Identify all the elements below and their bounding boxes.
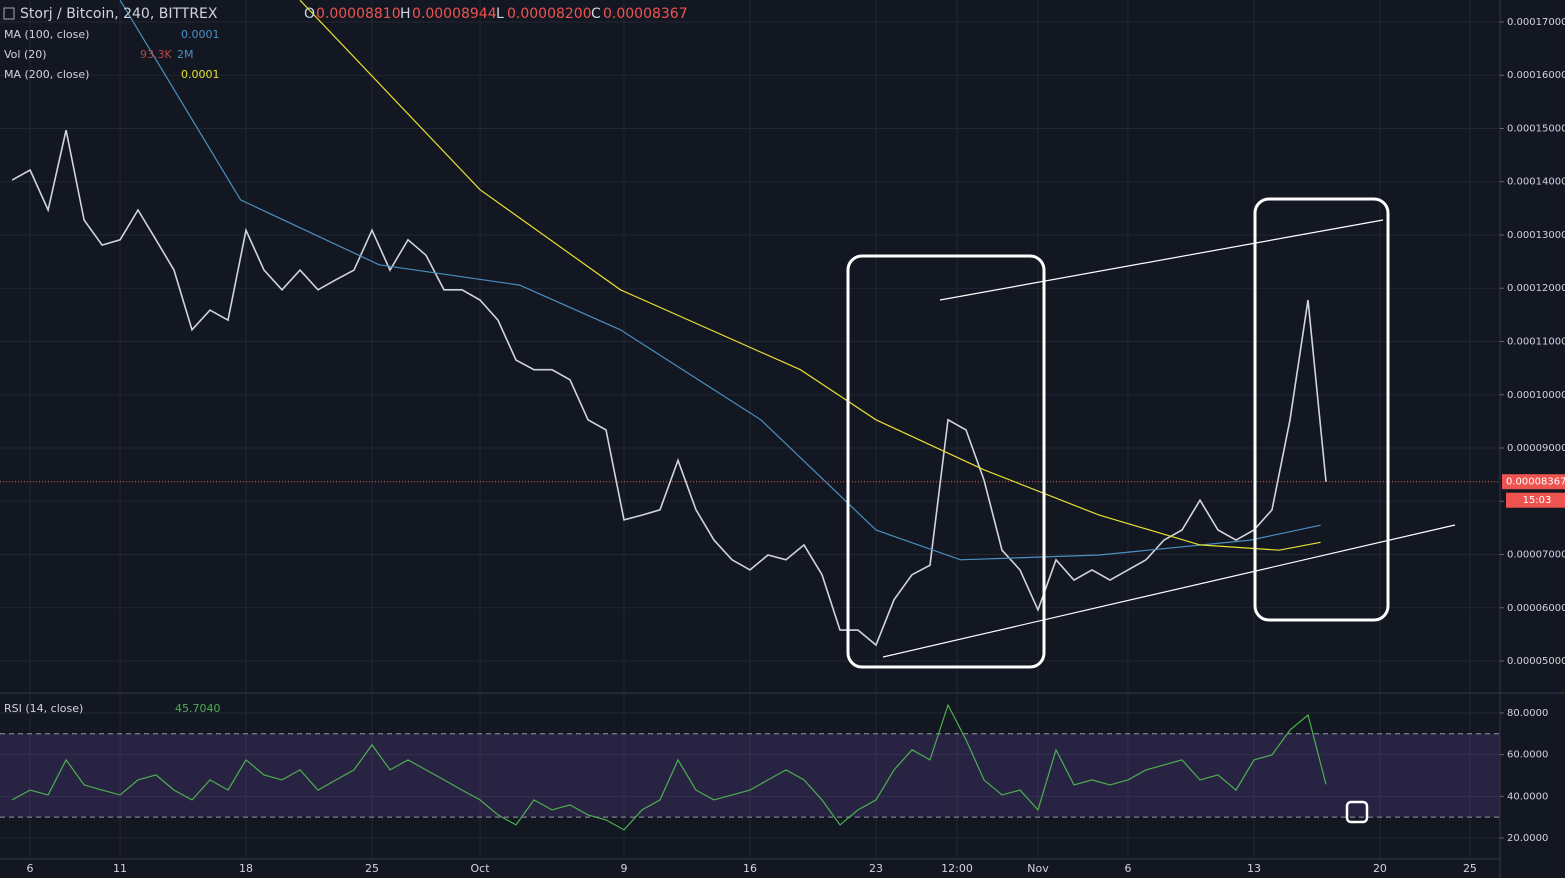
- ohlc-value: 0.00008944: [412, 6, 497, 22]
- y-tick-label: 0.00007000: [1507, 550, 1565, 561]
- y-tick-label: 0.00011000: [1507, 337, 1565, 348]
- ohlc-label: C: [591, 6, 601, 22]
- ohlc-label: H: [400, 6, 411, 22]
- y-tick-label: 20.0000: [1507, 833, 1548, 844]
- y-tick-label: 0.00010000: [1507, 390, 1565, 401]
- legend-value: 0.0001: [181, 68, 220, 81]
- x-tick-label: 13: [1247, 862, 1261, 875]
- last-price-label: 0.00008367: [1506, 477, 1565, 488]
- x-tick-label: 25: [365, 862, 379, 875]
- x-tick-label: 20: [1373, 862, 1387, 875]
- legend-label[interactable]: MA (100, close): [4, 28, 89, 41]
- x-tick-label: 25: [1463, 862, 1477, 875]
- ohlc-value: 0.00008367: [603, 6, 688, 22]
- countdown-tag: [1506, 492, 1565, 508]
- last-price-tag: [1502, 474, 1565, 490]
- ohlc-label: L: [496, 6, 504, 22]
- symbol[interactable]: Storj / Bitcoin, 240, BITTREX: [20, 6, 218, 22]
- x-tick-label: Nov: [1027, 862, 1049, 875]
- legend-label[interactable]: MA (200, close): [4, 68, 89, 81]
- y-tick-label: 0.00015000: [1507, 123, 1565, 134]
- legend-label[interactable]: RSI (14, close): [4, 702, 83, 715]
- x-tick-label: 9: [621, 862, 628, 875]
- legend-value: 93.3K: [140, 48, 172, 61]
- y-tick-label: 0.00013000: [1507, 230, 1565, 241]
- x-tick-label: Oct: [471, 862, 491, 875]
- y-tick-label: 40.0000: [1507, 791, 1548, 802]
- highlight-box: [1345, 800, 1369, 824]
- x-tick-label: 6: [1124, 862, 1131, 875]
- y-tick-label: 0.00005000: [1507, 656, 1565, 667]
- y-tick-label: 0.00006000: [1507, 603, 1565, 614]
- axes: 6 11 18 25 Oct 9 16 23 12:00 Nov 6 13 20 25 0.00005000…: [27, 17, 1565, 875]
- legend-value: 0.0001: [181, 28, 220, 41]
- series-line: [11, 129, 1327, 647]
- highlight-box: [846, 254, 1046, 669]
- x-tick-label: 16: [743, 862, 757, 875]
- grid: [0, 0, 1500, 858]
- legend-value: 45.7040: [175, 702, 221, 715]
- y-tick-label: 80.0000: [1507, 708, 1548, 719]
- legend-label[interactable]: Vol (20): [4, 48, 47, 61]
- highlight-box: [1253, 197, 1390, 622]
- x-tick-label: 12:00: [941, 862, 973, 875]
- rsi-band: [0, 733, 1500, 818]
- symbol-icon: [3, 7, 15, 20]
- series-line: [299, 0, 1321, 551]
- legend-value: 2M: [177, 48, 194, 61]
- countdown-label: 15:03: [1523, 495, 1552, 506]
- x-tick-label: 11: [113, 862, 127, 875]
- series-line: [11, 703, 1327, 831]
- y-tick-label: 0.00009000: [1507, 443, 1565, 454]
- ohlc-label: O: [304, 6, 315, 22]
- y-tick-label: 0.00017000: [1507, 17, 1565, 28]
- series-line: [119, 0, 1321, 561]
- x-tick-label: 18: [239, 862, 253, 875]
- x-tick-label: 6: [27, 862, 34, 875]
- plot: [0, 0, 1500, 831]
- trend-line: [882, 524, 1456, 658]
- y-tick-label: 60.0000: [1507, 750, 1548, 761]
- y-tick-label: 0.00014000: [1507, 177, 1565, 188]
- ohlc-value: 0.00008810: [316, 6, 401, 22]
- trend-line: [939, 219, 1384, 301]
- x-tick-label: 23: [869, 862, 883, 875]
- y-tick-label: 0.00016000: [1507, 70, 1565, 81]
- ohlc-value: 0.00008200: [507, 6, 592, 22]
- y-tick-label: 0.00012000: [1507, 283, 1565, 294]
